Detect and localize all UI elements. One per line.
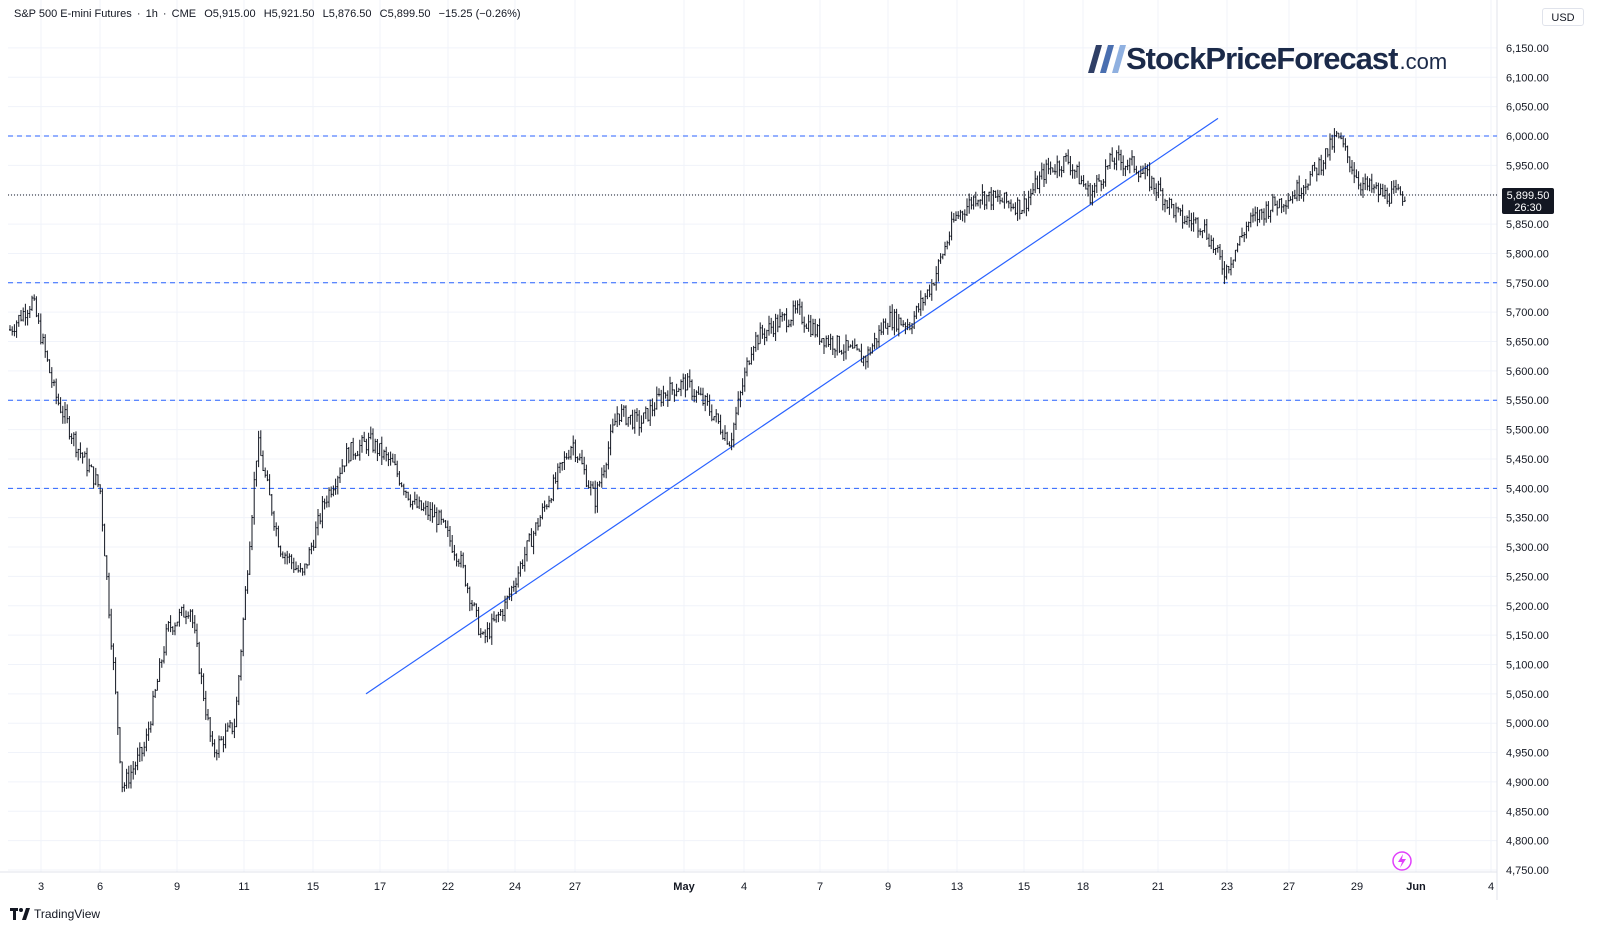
symbol-name[interactable]: S&P 500 E-mini Futures <box>14 8 132 20</box>
price-tick-label: 5,350.00 <box>1506 513 1549 525</box>
high-value: H5,921.50 <box>263 8 315 20</box>
price-tick-label: 5,200.00 <box>1506 601 1549 613</box>
open-value: O5,915.00 <box>204 8 256 20</box>
time-tick-label: 15 <box>307 881 319 893</box>
price-tick-label: 5,450.00 <box>1506 454 1549 466</box>
stockpriceforecast-logo-icon <box>1088 45 1126 73</box>
lightning-bolt-icon[interactable] <box>1392 851 1412 871</box>
currency-label[interactable]: USD <box>1542 8 1584 26</box>
logo-tld: .com <box>1399 49 1448 74</box>
time-tick-label: 18 <box>1077 881 1089 893</box>
low-value: L5,876.50 <box>322 8 372 20</box>
time-tick-label: May <box>673 881 695 893</box>
time-tick-label: Jun <box>1406 881 1426 893</box>
price-axis[interactable]: 4,750.00 4,800.00 4,850.00 4,900.00 4,950.00… <box>1506 43 1549 877</box>
chart-grid <box>0 0 1498 900</box>
time-tick-label: 4 <box>741 881 747 893</box>
logo-brand: StockPriceForecast <box>1126 41 1398 76</box>
price-tick-label: 5,100.00 <box>1506 659 1549 671</box>
price-tick-label: 4,800.00 <box>1506 836 1549 848</box>
price-tick-label: 4,950.00 <box>1506 748 1549 760</box>
time-tick-label: 23 <box>1221 881 1233 893</box>
bar-countdown: 26:30 <box>1514 202 1542 214</box>
price-tick-label: 5,550.00 <box>1506 395 1549 407</box>
price-tick-label: 5,800.00 <box>1506 248 1549 260</box>
time-tick-label: 29 <box>1351 881 1363 893</box>
price-tick-label: 5,700.00 <box>1506 307 1549 319</box>
time-tick-label: 24 <box>509 881 521 893</box>
tradingview-branding[interactable]: TradingView <box>10 907 100 921</box>
price-tick-label: 5,000.00 <box>1506 718 1549 730</box>
last-price-value: 5,899.50 <box>1506 190 1550 202</box>
price-tick-label: 5,400.00 <box>1506 483 1549 495</box>
price-series <box>9 128 1406 793</box>
time-tick-label: 9 <box>174 881 180 893</box>
horizontal-levels <box>8 135 1497 489</box>
time-tick-label: 6 <box>97 881 103 893</box>
tradingview-logo-icon <box>10 908 30 920</box>
change-value: −15.25 (−0.26%) <box>438 8 521 20</box>
price-tick-label: 5,750.00 <box>1506 278 1549 290</box>
price-tick-label: 6,000.00 <box>1506 131 1549 143</box>
price-tick-label: 5,600.00 <box>1506 366 1549 378</box>
price-tick-label: 5,300.00 <box>1506 542 1549 554</box>
time-axis[interactable]: 3 6 9 11 15 17 22 24 27 May 4 7 9 13 15 18 21 23 27 29 Jun 4 <box>38 881 1494 893</box>
price-tick-label: 5,150.00 <box>1506 630 1549 642</box>
time-tick-label: 9 <box>885 881 891 893</box>
price-tick-label: 4,750.00 <box>1506 865 1549 877</box>
trendline-group[interactable] <box>365 117 1219 695</box>
price-tick-label: 4,850.00 <box>1506 806 1549 818</box>
price-tick-label: 6,050.00 <box>1506 102 1549 114</box>
trendline[interactable] <box>365 117 1219 695</box>
price-tick-label: 4,900.00 <box>1506 777 1549 789</box>
time-tick-label: 22 <box>442 881 454 893</box>
price-tick-label: 6,150.00 <box>1506 43 1549 55</box>
time-tick-label: 21 <box>1152 881 1164 893</box>
time-tick-label: 11 <box>238 881 249 893</box>
tradingview-label: TradingView <box>34 907 101 921</box>
price-tick-label: 6,100.00 <box>1506 72 1549 84</box>
stockpriceforecast-logo: StockPriceForecast .com <box>1088 38 1447 80</box>
price-tick-label: 5,950.00 <box>1506 160 1549 172</box>
time-tick-label: 7 <box>817 881 823 893</box>
exchange-label: CME <box>171 8 197 20</box>
price-tick-label: 5,500.00 <box>1506 425 1549 437</box>
time-tick-label: 3 <box>38 881 44 893</box>
time-tick-label: 13 <box>951 881 963 893</box>
price-tick-label: 5,250.00 <box>1506 571 1549 583</box>
time-tick-label: 17 <box>374 881 386 893</box>
price-tick-label: 5,050.00 <box>1506 689 1549 701</box>
time-tick-label: 15 <box>1018 881 1030 893</box>
price-tick-label: 5,850.00 <box>1506 219 1549 231</box>
time-tick-label: 4 <box>1488 881 1494 893</box>
last-price-badge: 5,899.50 26:30 <box>1502 188 1554 214</box>
close-value: C5,899.50 <box>379 8 431 20</box>
time-tick-label: 27 <box>1283 881 1295 893</box>
price-tick-label: 5,650.00 <box>1506 337 1549 349</box>
time-tick-label: 27 <box>569 881 581 893</box>
interval-label[interactable]: 1h <box>145 8 158 20</box>
symbol-header: S&P 500 E-mini Futures · 1h · CME O5,915… <box>14 8 521 20</box>
